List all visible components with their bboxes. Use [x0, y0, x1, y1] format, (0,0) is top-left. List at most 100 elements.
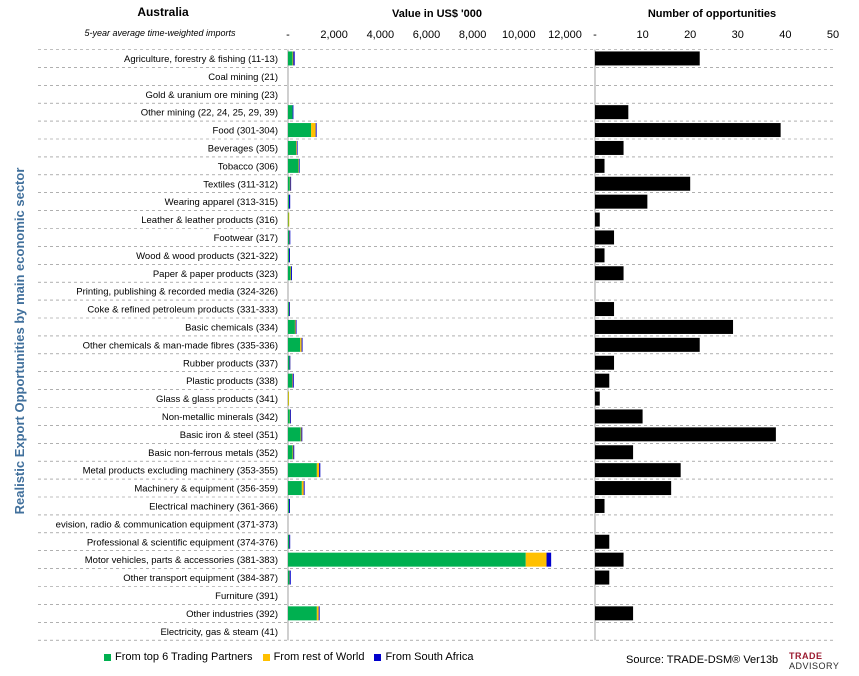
bar-segment-top6	[288, 140, 297, 155]
bar-segment-rest-of-world	[292, 373, 293, 388]
opportunity-bar	[595, 355, 615, 370]
category-label: Beverages (305)	[208, 143, 278, 154]
category-label: Wearing apparel (313-315)	[165, 197, 278, 208]
bar-segment-rest-of-world	[290, 266, 292, 281]
bar-segment-top6	[288, 355, 290, 370]
bar-segment-top6	[288, 409, 290, 424]
category-label: Other industries (392)	[186, 609, 278, 620]
value-tick-label: 8,000	[459, 29, 487, 41]
trade-advisory-logo: TRADE ADVISORY	[789, 651, 840, 671]
category-label: Non-metallic minerals (342)	[162, 412, 278, 423]
source-note: Source: TRADE-DSM® Ver13b	[626, 654, 779, 666]
category-label: Tobacco (306)	[218, 161, 278, 172]
logo-line-1: TRADE	[789, 651, 823, 661]
opportunities-tick-label: -	[593, 29, 597, 41]
bar-segment-south-africa	[290, 176, 292, 191]
category-label: Coke & refined petroleum products (331-3…	[87, 305, 278, 316]
bar-segment-south-africa	[296, 140, 298, 155]
bar-segment-rest-of-world	[316, 463, 320, 478]
bar-segment-rest-of-world	[292, 51, 294, 66]
bar-segment-south-africa	[289, 570, 291, 585]
bar-segment-rest-of-world	[292, 445, 294, 460]
bar-segment-south-africa	[315, 123, 317, 138]
value-tick-label: -	[286, 29, 290, 41]
opportunities-tick-label: 50	[827, 29, 839, 41]
bar-segment-rest-of-world	[316, 606, 319, 621]
opportunity-bar	[595, 570, 610, 585]
bar-segment-top6	[288, 176, 290, 191]
bar-segment-top6	[288, 570, 290, 585]
category-label: Electricity, gas & steam (41)	[160, 627, 278, 638]
opportunity-bar	[595, 140, 624, 155]
opportunity-bar	[595, 427, 776, 442]
bar-segment-top6	[288, 123, 312, 138]
bar-segment-south-africa	[319, 463, 321, 478]
category-label: evision, radio & communication equipment…	[56, 519, 278, 530]
bar-segment-south-africa	[289, 248, 290, 263]
opportunity-bar	[595, 373, 610, 388]
bar-segment-south-africa	[301, 337, 303, 352]
category-label: Paper & paper products (323)	[153, 269, 278, 280]
bar-segment-south-africa	[289, 302, 290, 317]
bar-segment-rest-of-world	[288, 391, 290, 406]
opportunity-bar	[595, 194, 648, 209]
logo-line-2: ADVISORY	[789, 661, 840, 671]
bar-segment-top6	[288, 212, 289, 227]
bar-segment-south-africa	[289, 498, 290, 513]
legend: From top 6 Trading Partners From rest of…	[104, 651, 473, 663]
category-label: Electrical machinery (361-366)	[149, 501, 278, 512]
value-tick-label: 4,000	[367, 29, 395, 41]
opportunities-tick-label: 10	[636, 29, 648, 41]
value-tick-label: 10,000	[502, 29, 536, 41]
bar-segment-top6	[288, 552, 526, 567]
category-label: Agriculture, forestry & fishing (11-13)	[124, 54, 278, 65]
bar-segment-top6	[288, 463, 317, 478]
opportunity-bar	[595, 51, 700, 66]
grid-layer	[38, 49, 833, 641]
bar-segment-top6	[288, 51, 293, 66]
opportunity-bar	[595, 498, 605, 513]
bar-segment-top6	[288, 427, 301, 442]
opportunity-bars	[595, 51, 781, 621]
bar-segment-south-africa	[303, 481, 305, 496]
category-label: Motor vehicles, parts & accessories (381…	[85, 555, 278, 566]
legend-label-rest-of-world: From rest of World	[273, 651, 365, 663]
bar-segment-top6	[288, 337, 301, 352]
category-label: Textiles (311-312)	[203, 179, 278, 190]
bar-segment-south-africa	[292, 105, 294, 120]
bar-segment-top6	[288, 266, 291, 281]
category-label: Professional & scientific equipment (374…	[87, 537, 278, 548]
bar-segment-south-africa	[289, 230, 291, 245]
bar-segment-south-africa	[289, 534, 291, 549]
category-label: Printing, publishing & recorded media (3…	[76, 287, 278, 298]
opportunity-bar	[595, 409, 643, 424]
opportunity-bar	[595, 606, 634, 621]
category-label: Wood & wood products (321-322)	[136, 251, 278, 262]
bar-segment-south-africa	[289, 355, 291, 370]
bar-segment-top6	[288, 319, 295, 334]
opportunity-bar	[595, 481, 672, 496]
legend-swatch-top6	[104, 653, 111, 661]
category-label: Food (301-304)	[213, 126, 278, 137]
bar-segment-south-africa	[293, 51, 295, 66]
opportunity-bar	[595, 391, 600, 406]
bar-segment-rest-of-world	[298, 158, 300, 173]
legend-label-top6: From top 6 Trading Partners	[115, 651, 253, 663]
bar-segment-south-africa	[293, 445, 295, 460]
opportunity-bar	[595, 534, 610, 549]
bar-segment-top6	[288, 498, 289, 513]
opportunity-bar	[595, 445, 634, 460]
category-label: Glass & glass products (341)	[156, 394, 278, 405]
opportunities-tick-label: 20	[684, 29, 696, 41]
bar-segment-south-africa	[290, 409, 291, 424]
bar-segment-south-africa	[291, 266, 292, 281]
opportunity-bar	[595, 248, 605, 263]
category-label: Basic non-ferrous metals (352)	[148, 448, 278, 459]
opportunities-tick-label: 30	[732, 29, 744, 41]
bar-segment-south-africa	[301, 427, 303, 442]
legend-swatch-rest-of-world	[262, 653, 270, 661]
bar-segment-top6	[288, 445, 293, 460]
country-title: Australia	[137, 5, 189, 19]
bar-segment-top6	[288, 105, 293, 120]
